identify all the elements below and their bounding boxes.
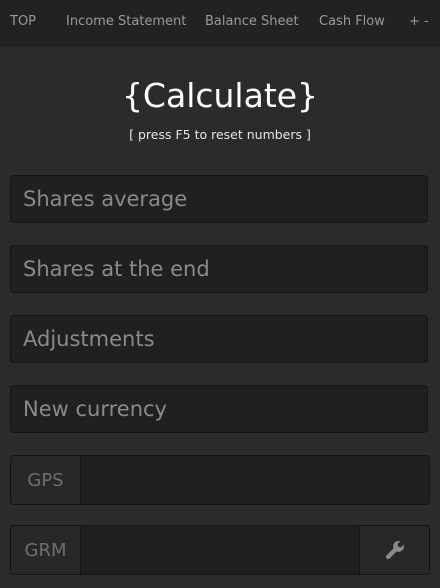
gps-label: GPS: [11, 456, 81, 504]
grm-input[interactable]: [81, 526, 359, 574]
nav-item-plus-minus[interactable]: + -: [409, 14, 429, 29]
grm-label: GRM: [11, 526, 81, 574]
nav-item-top[interactable]: TOP: [10, 14, 37, 29]
new-currency-input[interactable]: [10, 385, 428, 433]
gps-input-group: GPS: [10, 455, 430, 505]
page-title: {Calculate}: [121, 76, 319, 115]
grm-tool-button[interactable]: [359, 526, 429, 574]
nav-item-balance-sheet[interactable]: Balance Sheet: [205, 14, 299, 29]
wrench-icon: [385, 541, 404, 560]
adjustments-input[interactable]: [10, 315, 428, 363]
grm-input-group: GRM: [10, 525, 430, 575]
page-subtitle: [ press F5 to reset numbers ]: [129, 127, 311, 142]
shares-average-input[interactable]: [10, 175, 428, 223]
nav-item-cash-flow[interactable]: Cash Flow: [319, 14, 385, 29]
gps-input[interactable]: [81, 456, 429, 504]
nav-item-income-statement[interactable]: Income Statement: [66, 14, 187, 29]
shares-end-input[interactable]: [10, 245, 428, 293]
top-navbar: TOP Income Statement Balance Sheet Cash …: [0, 0, 440, 46]
